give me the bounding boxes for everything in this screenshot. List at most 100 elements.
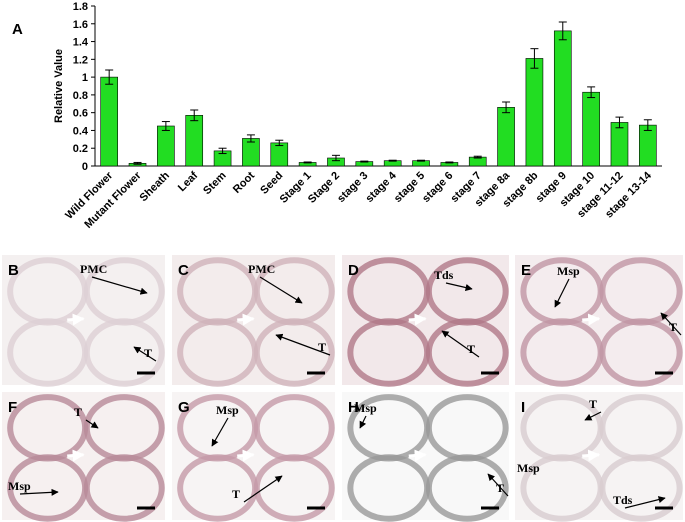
white-arrow — [582, 313, 601, 326]
structure-label: Tds — [613, 493, 633, 507]
bar — [610, 122, 629, 167]
error-bar — [473, 155, 482, 159]
bar — [242, 138, 260, 167]
error-bar — [275, 139, 284, 147]
micrograph-panel: EMspT — [515, 255, 683, 387]
error-bar — [530, 48, 539, 69]
structure-label: T — [232, 487, 240, 501]
error-bar — [218, 147, 227, 155]
pointer-arrow — [275, 333, 331, 356]
x-tick-label: Sheath — [138, 169, 173, 204]
structure-label: T — [144, 346, 152, 360]
error-bar — [133, 161, 142, 165]
structure-label: T — [74, 405, 82, 419]
error-bar — [360, 160, 369, 163]
y-tick-label: 1.2 — [73, 54, 88, 66]
bar — [157, 125, 175, 167]
white-arrow — [408, 313, 427, 326]
micrograph-panel: D Tds T — [342, 255, 509, 387]
y-tick-label: 1.6 — [73, 19, 88, 31]
structure-label: Msp — [8, 479, 31, 493]
bar — [639, 124, 657, 167]
white-arrow — [237, 313, 255, 326]
pointer-arrow — [554, 278, 570, 308]
panel-letter: F — [8, 399, 17, 416]
locule — [83, 454, 165, 522]
x-tick-label: stage 5 — [392, 170, 427, 205]
bar — [270, 142, 289, 167]
bar — [525, 58, 544, 167]
error-bar — [558, 21, 567, 41]
bar — [185, 115, 204, 167]
locule — [599, 318, 683, 387]
locule — [425, 454, 509, 522]
y-tick-label: 1 — [82, 72, 88, 84]
white-arrow — [67, 313, 85, 326]
error-bar — [615, 116, 624, 129]
panel-letter: B — [8, 262, 19, 279]
pointer-arrow — [445, 282, 473, 292]
y-tick-label: 0.4 — [73, 125, 89, 137]
error-bar — [388, 159, 397, 162]
structure-label: PMC — [80, 262, 107, 276]
panel-letter: C — [178, 262, 189, 279]
micrograph-panel: B PMC T — [2, 255, 165, 387]
y-tick-label: 0.8 — [73, 90, 88, 102]
pointer-arrow — [19, 488, 59, 496]
structure-label: T — [318, 340, 326, 354]
pointer-arrow — [624, 496, 666, 509]
error-bar — [190, 109, 199, 122]
white-arrow — [582, 449, 601, 462]
x-tick-label: Stage 2 — [306, 170, 342, 206]
error-bar — [502, 101, 511, 114]
y-axis-label: Relative Value — [53, 49, 65, 123]
bar — [553, 30, 572, 167]
panel-letter: E — [521, 262, 531, 279]
micrograph-panel: HMspT — [342, 392, 509, 522]
error-bar — [105, 69, 114, 85]
structure-label: T — [589, 397, 597, 411]
white-arrow — [408, 449, 427, 462]
structure-label: Msp — [557, 264, 580, 278]
x-tick-label: stage 6 — [420, 170, 455, 205]
pointer-arrow — [133, 346, 157, 362]
locule — [83, 318, 165, 387]
pointer-arrow — [211, 417, 229, 447]
pointer-arrow — [359, 415, 367, 429]
white-arrow — [67, 449, 85, 462]
pointer-arrow — [441, 330, 480, 358]
x-tick-label: Stem — [201, 169, 229, 197]
pointer-arrow — [487, 473, 509, 497]
x-tick-label: stage 3 — [335, 170, 370, 205]
x-tick-label: Root — [231, 169, 257, 195]
error-bar — [417, 159, 426, 162]
error-bar — [445, 161, 454, 164]
locule — [253, 318, 335, 387]
pointer-arrow — [85, 419, 99, 429]
error-bar — [246, 134, 255, 143]
error-bar — [331, 154, 340, 162]
structure-label: Msp — [216, 403, 239, 417]
white-arrow — [237, 449, 255, 462]
y-tick-label: 1.8 — [73, 1, 88, 13]
locule — [425, 318, 509, 387]
panel-letter: I — [521, 399, 525, 416]
micrograph-panel: I T Msp Tds — [515, 392, 683, 522]
pointer-arrow — [259, 276, 303, 304]
panel-letter: A — [12, 21, 23, 38]
y-tick-label: 0 — [82, 161, 88, 173]
bar — [100, 76, 118, 167]
micrograph-panel: G Msp T — [172, 392, 335, 522]
y-tick-label: 0.2 — [73, 143, 88, 155]
y-tick-label: 0.6 — [73, 108, 88, 120]
pointer-arrow — [91, 276, 148, 295]
error-bar — [303, 161, 312, 164]
locule — [599, 454, 683, 522]
x-tick-label: Leaf — [176, 169, 201, 194]
micrograph-panel: C PMC T — [172, 255, 335, 387]
error-bar — [161, 121, 170, 131]
structure-label: Msp — [517, 461, 540, 475]
structure-label: PMC — [248, 262, 275, 276]
pointer-arrow — [243, 475, 283, 503]
